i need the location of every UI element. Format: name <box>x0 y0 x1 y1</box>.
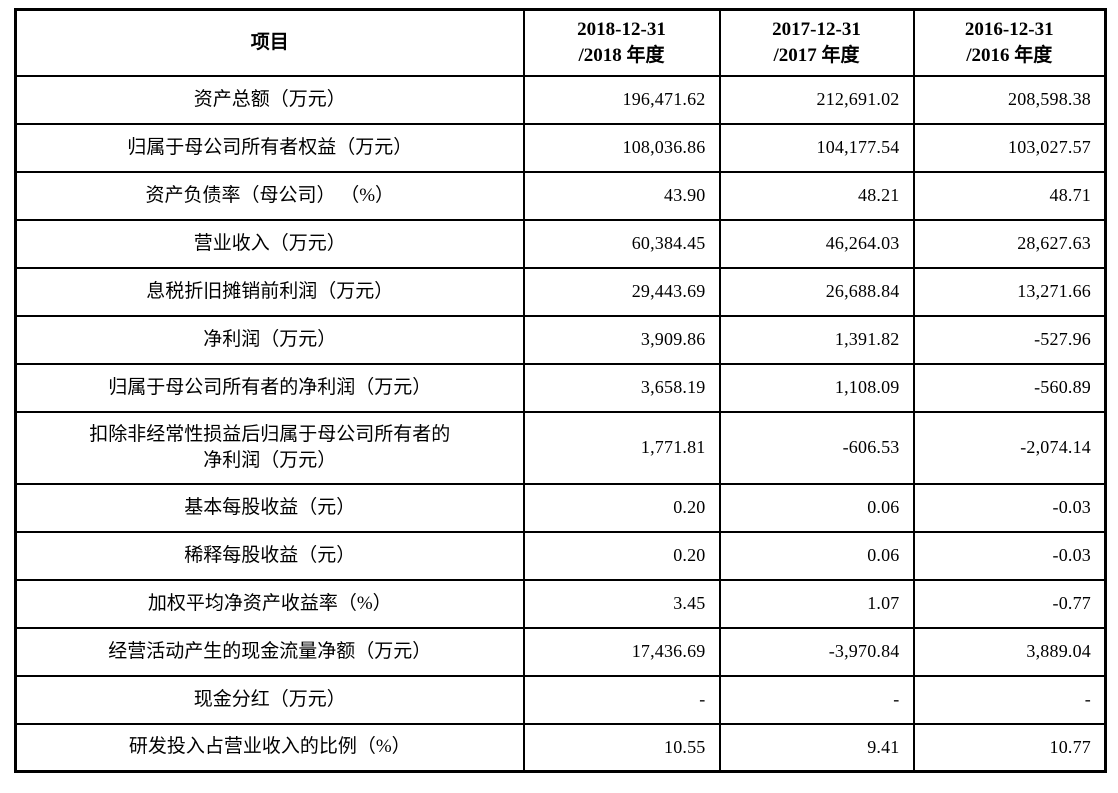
row-label: 研发投入占营业收入的比例（%） <box>14 722 525 773</box>
value-2016: 103,027.57 <box>912 122 1107 173</box>
value-2017: -3,970.84 <box>718 626 915 677</box>
table-row: 归属于母公司所有者权益（万元） 108,036.86 104,177.54 10… <box>14 122 1107 173</box>
value-2018: 196,471.62 <box>522 74 721 125</box>
table-row: 稀释每股收益（元） 0.20 0.06 -0.03 <box>14 530 1107 581</box>
row-label: 加权平均净资产收益率（%） <box>14 578 525 629</box>
table-row: 加权平均净资产收益率（%） 3.45 1.07 -0.77 <box>14 578 1107 629</box>
value-2018: 3,909.86 <box>522 314 721 365</box>
row-label: 稀释每股收益（元） <box>14 530 525 581</box>
value-2018: 0.20 <box>522 530 721 581</box>
header-2017: 2017-12-31 /2017 年度 <box>718 8 915 77</box>
value-2016: -2,074.14 <box>912 410 1107 485</box>
value-2017: 104,177.54 <box>718 122 915 173</box>
table-row: 资产负债率（母公司） （%） 43.90 48.21 48.71 <box>14 170 1107 221</box>
row-label: 归属于母公司所有者的净利润（万元） <box>14 362 525 413</box>
value-2016: -560.89 <box>912 362 1107 413</box>
table-row: 资产总额（万元） 196,471.62 212,691.02 208,598.3… <box>14 74 1107 125</box>
table-row: 经营活动产生的现金流量净额（万元） 17,436.69 -3,970.84 3,… <box>14 626 1107 677</box>
value-2016: 208,598.38 <box>912 74 1107 125</box>
value-2017: 1.07 <box>718 578 915 629</box>
value-2016: - <box>912 674 1107 725</box>
value-2017: 0.06 <box>718 530 915 581</box>
table-row: 现金分红（万元） - - - <box>14 674 1107 725</box>
value-2018: 43.90 <box>522 170 721 221</box>
value-2016: -527.96 <box>912 314 1107 365</box>
value-2017: 0.06 <box>718 482 915 533</box>
row-label: 资产负债率（母公司） （%） <box>14 170 525 221</box>
value-2018: 60,384.45 <box>522 218 721 269</box>
row-label: 归属于母公司所有者权益（万元） <box>14 122 525 173</box>
row-label: 现金分红（万元） <box>14 674 525 725</box>
value-2018: 17,436.69 <box>522 626 721 677</box>
value-2016: -0.03 <box>912 530 1107 581</box>
header-2016: 2016-12-31 /2016 年度 <box>912 8 1107 77</box>
row-label: 基本每股收益（元） <box>14 482 525 533</box>
value-2017: 9.41 <box>718 722 915 773</box>
value-2017: - <box>718 674 915 725</box>
table-row: 研发投入占营业收入的比例（%） 10.55 9.41 10.77 <box>14 722 1107 773</box>
table-row: 净利润（万元） 3,909.86 1,391.82 -527.96 <box>14 314 1107 365</box>
value-2017: 1,108.09 <box>718 362 915 413</box>
value-2017: -606.53 <box>718 410 915 485</box>
value-2016: -0.77 <box>912 578 1107 629</box>
value-2016: -0.03 <box>912 482 1107 533</box>
value-2017: 46,264.03 <box>718 218 915 269</box>
value-2018: 108,036.86 <box>522 122 721 173</box>
table-row: 息税折旧摊销前利润（万元） 29,443.69 26,688.84 13,271… <box>14 266 1107 317</box>
value-2018: 1,771.81 <box>522 410 721 485</box>
value-2018: 3.45 <box>522 578 721 629</box>
row-label: 资产总额（万元） <box>14 74 525 125</box>
value-2016: 13,271.66 <box>912 266 1107 317</box>
value-2017: 1,391.82 <box>718 314 915 365</box>
value-2018: 29,443.69 <box>522 266 721 317</box>
value-2017: 26,688.84 <box>718 266 915 317</box>
value-2016: 10.77 <box>912 722 1107 773</box>
row-label: 扣除非经常性损益后归属于母公司所有者的 净利润（万元） <box>14 410 525 485</box>
header-item: 项目 <box>14 8 525 77</box>
value-2016: 28,627.63 <box>912 218 1107 269</box>
value-2018: 10.55 <box>522 722 721 773</box>
header-2018: 2018-12-31 /2018 年度 <box>522 8 721 77</box>
value-2018: - <box>522 674 721 725</box>
table-row: 营业收入（万元） 60,384.45 46,264.03 28,627.63 <box>14 218 1107 269</box>
header-row: 项目 2018-12-31 /2018 年度 2017-12-31 /2017 … <box>14 8 1107 77</box>
value-2017: 48.21 <box>718 170 915 221</box>
table-row: 基本每股收益（元） 0.20 0.06 -0.03 <box>14 482 1107 533</box>
value-2018: 3,658.19 <box>522 362 721 413</box>
row-label: 经营活动产生的现金流量净额（万元） <box>14 626 525 677</box>
row-label: 净利润（万元） <box>14 314 525 365</box>
value-2016: 3,889.04 <box>912 626 1107 677</box>
financial-indicators-table: 项目 2018-12-31 /2018 年度 2017-12-31 /2017 … <box>14 8 1107 773</box>
value-2017: 212,691.02 <box>718 74 915 125</box>
value-2016: 48.71 <box>912 170 1107 221</box>
row-label: 营业收入（万元） <box>14 218 525 269</box>
table-row: 扣除非经常性损益后归属于母公司所有者的 净利润（万元） 1,771.81 -60… <box>14 410 1107 485</box>
value-2018: 0.20 <box>522 482 721 533</box>
table-row: 归属于母公司所有者的净利润（万元） 3,658.19 1,108.09 -560… <box>14 362 1107 413</box>
row-label: 息税折旧摊销前利润（万元） <box>14 266 525 317</box>
